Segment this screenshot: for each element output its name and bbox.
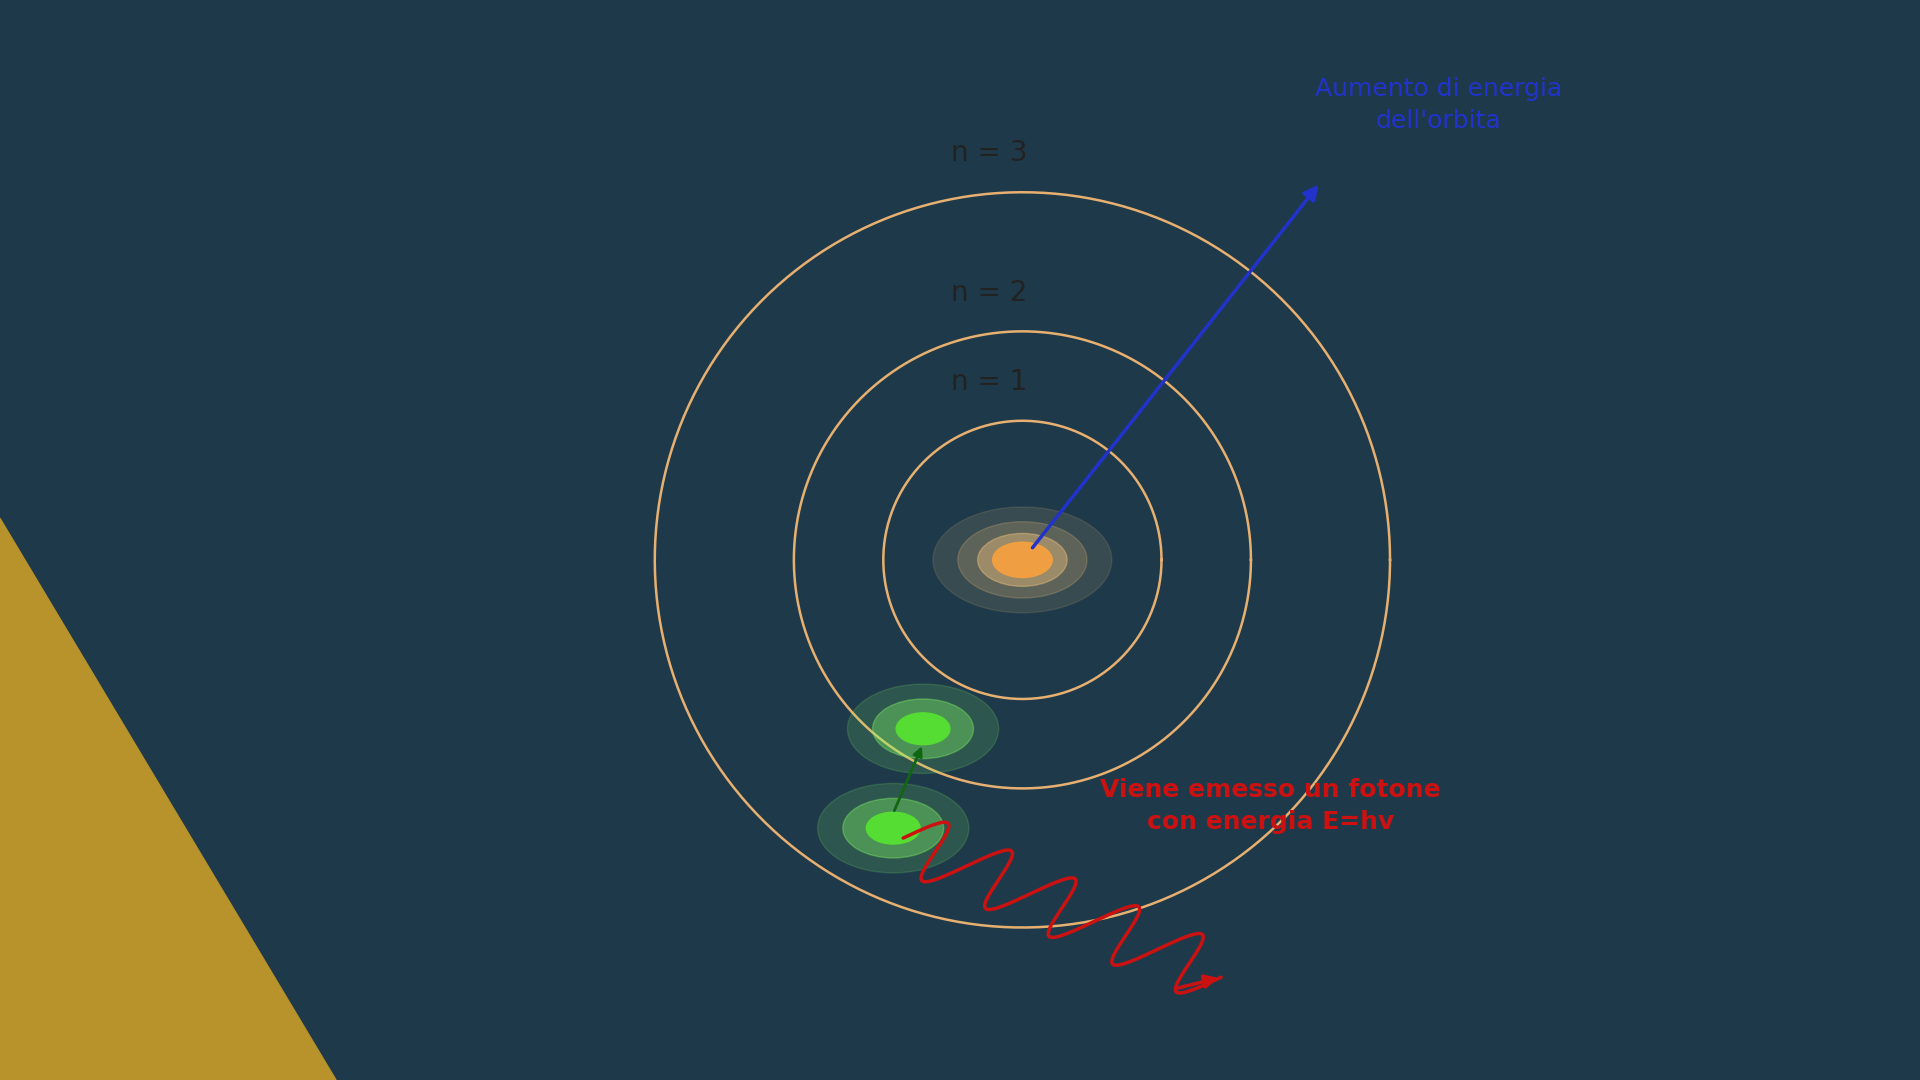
- Circle shape: [977, 534, 1068, 586]
- Circle shape: [897, 713, 950, 745]
- Text: n = 3: n = 3: [950, 139, 1027, 167]
- Circle shape: [866, 812, 920, 845]
- Circle shape: [847, 684, 998, 773]
- Circle shape: [933, 507, 1112, 612]
- Text: n = 2: n = 2: [950, 279, 1027, 307]
- Text: n = 1: n = 1: [950, 368, 1027, 396]
- Text: Aumento di energia
dell'orbita: Aumento di energia dell'orbita: [1315, 77, 1561, 133]
- Circle shape: [818, 783, 970, 873]
- Text: Viene emesso un fotone
con energia E=hv: Viene emesso un fotone con energia E=hv: [1100, 779, 1442, 834]
- Circle shape: [872, 699, 973, 758]
- Circle shape: [958, 522, 1087, 598]
- Text: -: -: [267, 983, 273, 1001]
- Circle shape: [993, 542, 1052, 578]
- Circle shape: [843, 798, 943, 858]
